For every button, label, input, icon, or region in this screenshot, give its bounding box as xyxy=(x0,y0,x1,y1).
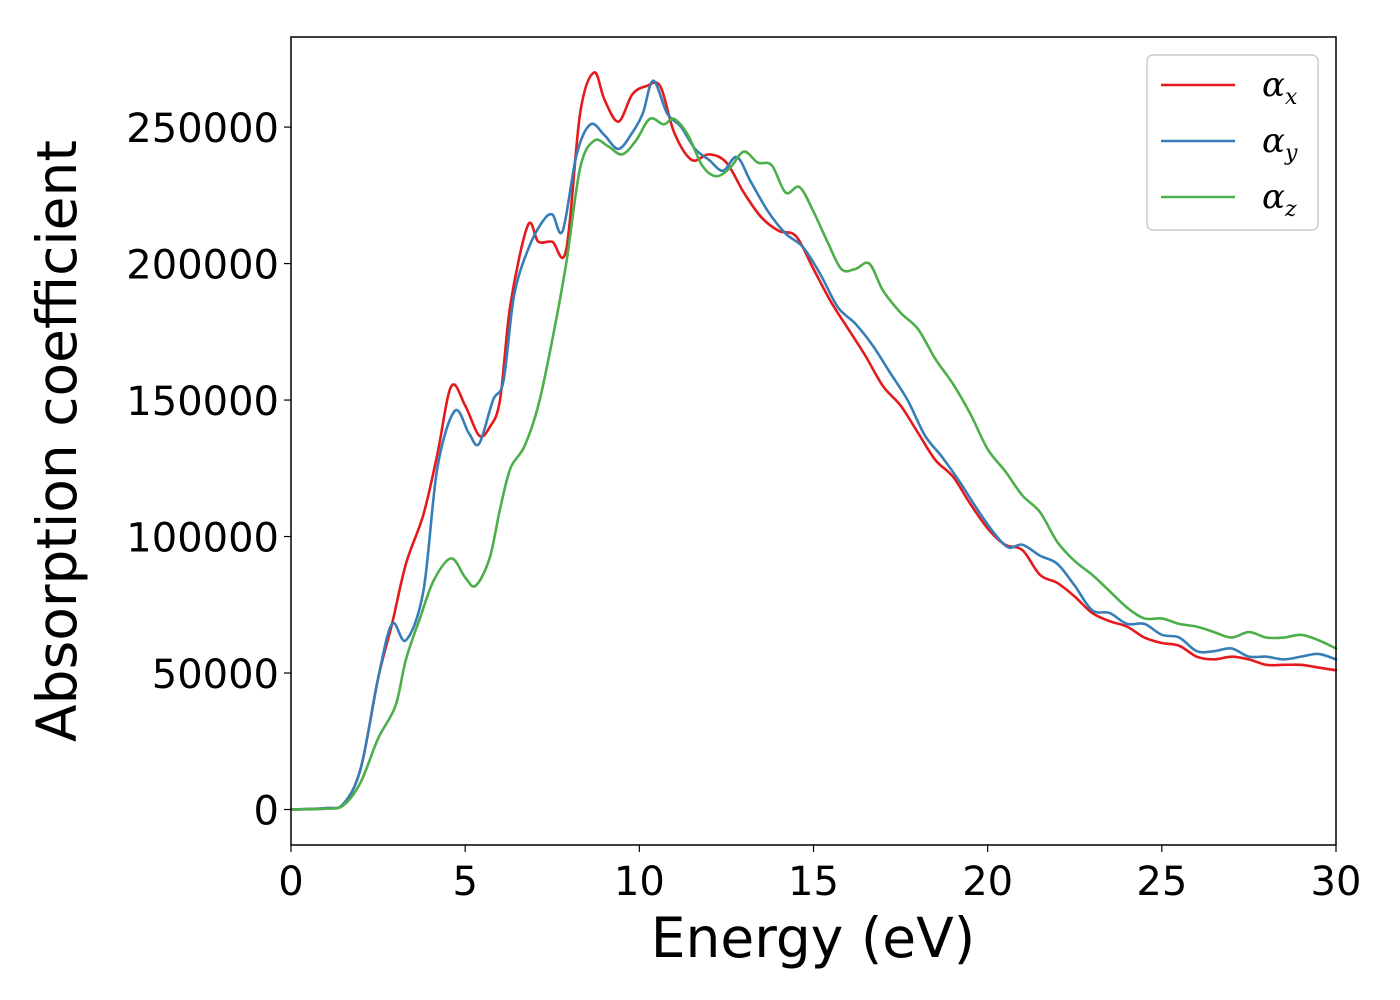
x-tick-label: 20 xyxy=(962,859,1013,905)
x-tick-label: 10 xyxy=(614,859,665,905)
x-tick-label: 25 xyxy=(1136,859,1187,905)
y-tick-label: 0 xyxy=(254,789,279,835)
legend-label-z: αz xyxy=(1262,177,1297,222)
y-tick-label: 200000 xyxy=(126,243,279,289)
x-tick-label: 30 xyxy=(1311,859,1362,905)
ticks-layer: 0 5 10 15 20 25 30 0 50000 100000 150000 200000 2500… xyxy=(126,106,1361,905)
series-layer xyxy=(289,71,1338,811)
y-tick-label: 50000 xyxy=(152,652,279,698)
y-tick-label: 100000 xyxy=(126,516,279,562)
x-tick-label: 5 xyxy=(452,859,477,905)
legend-box xyxy=(1146,54,1319,231)
legend-label-y: αy xyxy=(1262,121,1298,166)
legend: αx αy αz xyxy=(1146,54,1319,231)
series-line-y xyxy=(289,79,1338,811)
series-line-z xyxy=(289,117,1338,811)
y-tick-label: 150000 xyxy=(126,379,279,425)
y-axis-title: Absorption coefficient xyxy=(25,140,89,742)
x-tick-label: 0 xyxy=(278,859,303,905)
series-line-x xyxy=(289,71,1338,811)
y-tick-label: 250000 xyxy=(126,106,279,152)
legend-label-x: αx xyxy=(1262,65,1298,110)
x-tick-label: 15 xyxy=(788,859,839,905)
x-axis-title: Energy (eV) xyxy=(651,906,975,970)
